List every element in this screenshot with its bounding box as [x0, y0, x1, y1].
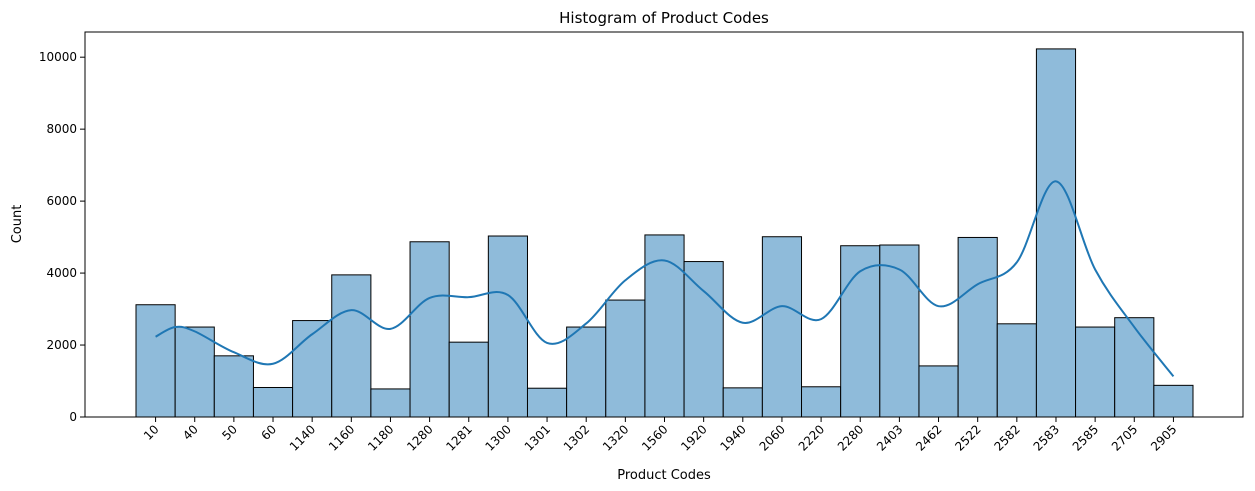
x-tick-label: 2220 — [796, 422, 827, 453]
bar-2462 — [918, 365, 959, 418]
x-tick-label: 2403 — [874, 422, 905, 453]
x-tick-label: 1140 — [287, 422, 318, 453]
bar-1302 — [566, 326, 607, 418]
bar-2220 — [801, 386, 842, 418]
x-tick-label: 2060 — [757, 422, 788, 453]
x-axis-label: Product Codes — [617, 468, 711, 483]
bar-2403 — [879, 244, 920, 418]
bar-1560 — [644, 234, 685, 418]
x-tick-label: 2462 — [913, 422, 944, 453]
bar-50 — [213, 355, 254, 418]
x-tick-label: 1560 — [639, 422, 670, 453]
x-tick-label: 10 — [141, 422, 162, 443]
x-tick-label: 1301 — [522, 422, 553, 453]
y-tick-label: 6000 — [46, 194, 77, 208]
bar-40 — [174, 326, 215, 418]
bar-1300 — [487, 235, 528, 418]
bar-1301 — [526, 387, 568, 418]
bars-group — [135, 48, 1194, 418]
kde-line — [155, 180, 1175, 377]
bar-2582 — [996, 323, 1037, 418]
bar-1140 — [292, 320, 333, 418]
bar-2060 — [761, 236, 803, 418]
x-tick-label: 2280 — [835, 422, 866, 453]
y-tick-label: 0 — [69, 410, 77, 424]
bar-2705 — [1114, 317, 1155, 418]
bar-1280 — [409, 241, 450, 418]
x-tick-label: 2585 — [1070, 422, 1101, 453]
y-tick-label: 4000 — [46, 266, 77, 280]
bar-1180 — [370, 388, 411, 418]
x-tick-label: 40 — [180, 422, 201, 443]
y-axis-label: Count — [10, 205, 25, 244]
bar-10 — [135, 304, 176, 418]
bar-1320 — [605, 299, 646, 418]
x-tick-label: 1281 — [443, 422, 474, 453]
x-tick-label: 1320 — [600, 422, 631, 453]
chart-title: Histogram of Product Codes — [559, 9, 769, 27]
x-tick-label: 1300 — [483, 422, 514, 453]
x-tick-label: 1920 — [678, 422, 709, 453]
x-tick-label: 2583 — [1031, 422, 1062, 453]
bar-60 — [252, 386, 294, 418]
bar-1281 — [448, 341, 489, 418]
x-tick-label: 1160 — [326, 422, 357, 453]
y-tick-label: 10000 — [39, 50, 77, 64]
x-tick-label: 2522 — [952, 422, 983, 453]
x-tick-label: 1302 — [561, 422, 592, 453]
x-tick-label: 1280 — [404, 422, 435, 453]
x-tick-label: 2582 — [991, 422, 1022, 453]
x-axis: 10 40 50 60 1140 1160 1180 1280 1281 1300 1301 1302… — [141, 417, 1180, 454]
bar-2583 — [1035, 48, 1077, 418]
bar-2905 — [1153, 384, 1194, 418]
y-tick-label: 8000 — [46, 122, 77, 136]
x-tick-label: 1940 — [717, 422, 748, 453]
bar-1940 — [722, 387, 763, 418]
bar-2522 — [957, 236, 998, 418]
bar-2585 — [1075, 326, 1116, 418]
x-tick-label: 1180 — [365, 422, 396, 453]
x-tick-label: 2705 — [1109, 422, 1140, 453]
x-tick-label: 50 — [219, 422, 240, 443]
bar-2280 — [840, 245, 881, 418]
bar-1920 — [683, 261, 724, 418]
x-tick-label: 60 — [258, 422, 279, 443]
y-tick-label: 2000 — [46, 338, 77, 352]
bar-1160 — [331, 274, 372, 418]
y-axis: 0 2000 4000 6000 8000 10000 — [39, 50, 85, 424]
x-tick-label: 2905 — [1148, 422, 1179, 453]
